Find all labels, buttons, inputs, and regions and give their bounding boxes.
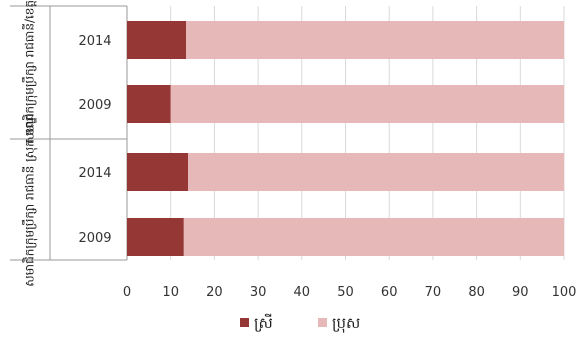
x-tick-label: 0 [123, 285, 131, 300]
category-label: 2014 [78, 166, 111, 181]
bars [127, 21, 564, 256]
x-tick-label: 30 [250, 285, 267, 300]
x-tick-label: 80 [468, 285, 485, 300]
legend: ស្រី ប្រុស [240, 313, 360, 333]
x-tick-label: 60 [381, 285, 398, 300]
bar-male [170, 85, 564, 123]
x-tick-label: 50 [337, 285, 354, 300]
group-label: សមាជិកក្រុមប្រឹក្សា រាជធានី ស្រុក ខណ្ឌ [22, 113, 38, 287]
bar-female [127, 218, 184, 256]
category-label: 2009 [78, 231, 111, 246]
labels: 0 10 20 30 40 50 60 70 80 90 100 សមាជិកក្រុមប្រឹក្ស… [22, 0, 577, 300]
legend-swatch [240, 318, 249, 327]
bar-female [127, 85, 171, 123]
bar-male [185, 21, 564, 59]
bar-male [188, 153, 564, 191]
x-tick-label: 10 [162, 285, 179, 300]
bar-female [127, 21, 186, 59]
x-tick-label: 20 [206, 285, 223, 300]
category-label: 2014 [78, 34, 111, 49]
category-frame [10, 5, 128, 261]
legend-label: ស្រី [254, 313, 273, 332]
category-label: 2009 [78, 98, 111, 113]
group-label: សមាជិកក្រុមប្រឹក្សា រាជធានី/ខេត្ត [22, 0, 38, 144]
legend-swatch [318, 318, 327, 327]
x-tick-label: 40 [294, 285, 311, 300]
x-tick-label: 100 [552, 285, 577, 300]
bar-female [127, 153, 189, 191]
legend-label: ប្រុស [332, 314, 360, 333]
x-tick-label: 70 [425, 285, 442, 300]
bar-male [183, 218, 564, 256]
x-tick-label: 90 [512, 285, 529, 300]
